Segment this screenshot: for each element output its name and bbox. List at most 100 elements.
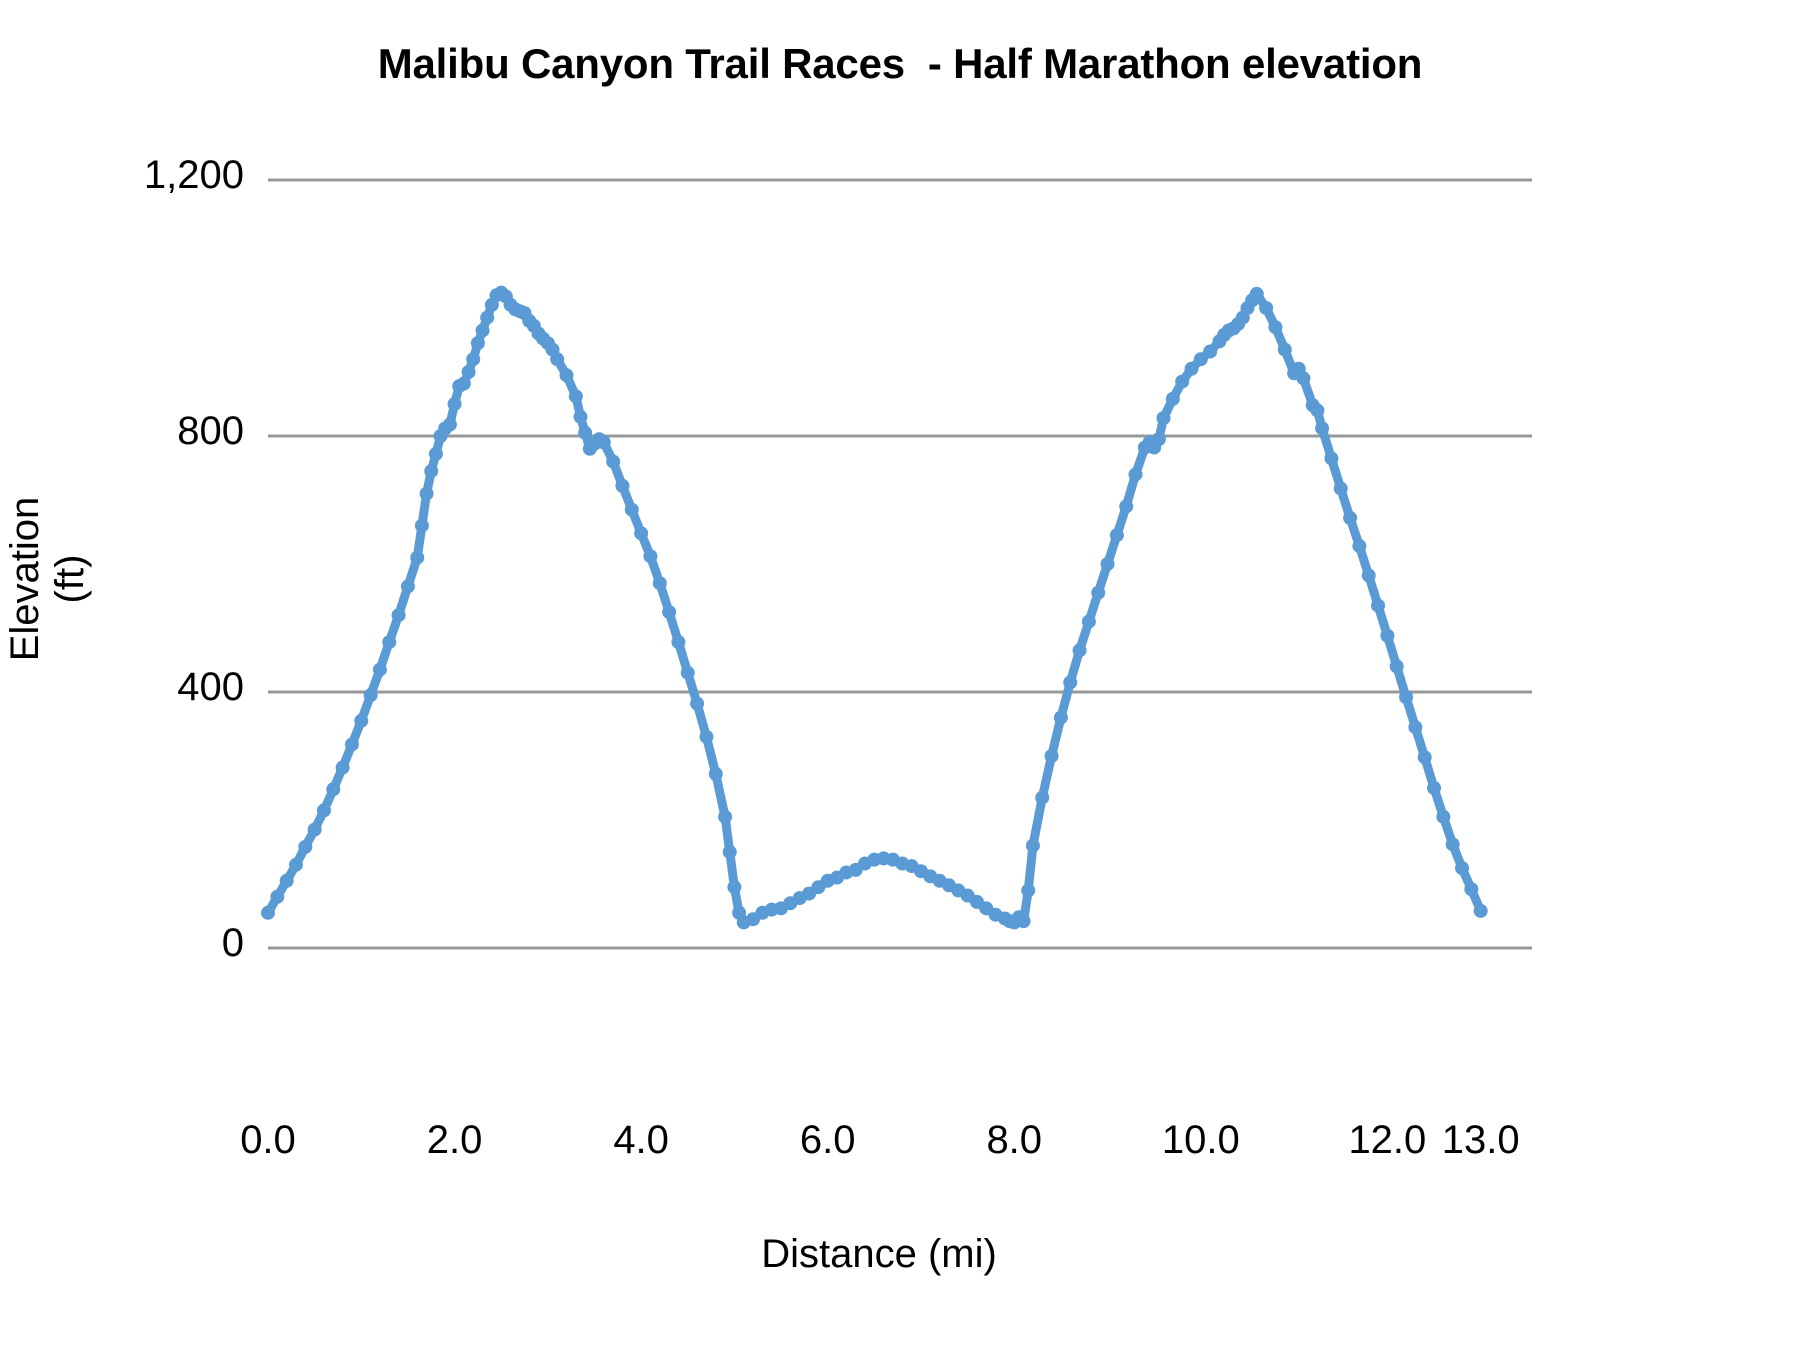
data-point-marker [1333, 481, 1348, 496]
data-point-marker [652, 576, 667, 591]
data-point-marker [1091, 585, 1106, 600]
data-point-marker [475, 323, 490, 338]
data-point-marker [671, 635, 686, 650]
y-axis-tick-label: 1,200 [143, 153, 244, 197]
data-point-marker [354, 713, 369, 728]
data-point-marker [470, 336, 485, 351]
series-group [261, 285, 1488, 930]
data-point-marker [1277, 342, 1292, 357]
data-point-marker [718, 809, 733, 824]
data-point-marker [363, 688, 378, 703]
data-point-marker [1151, 432, 1166, 447]
data-point-marker [428, 446, 443, 461]
data-point-marker [1165, 391, 1180, 406]
chart-title: Malibu Canyon Trail Races - Half Maratho… [377, 40, 1423, 87]
data-point-marker [1203, 344, 1218, 359]
y-axis-tick-label: 400 [177, 665, 244, 709]
data-point-marker [1389, 659, 1404, 674]
data-point-marker [447, 397, 462, 411]
data-point-marker [1175, 374, 1190, 389]
data-point-marker [690, 696, 705, 711]
data-point-marker [568, 389, 583, 404]
data-point-marker [442, 417, 457, 432]
data-point-marker [466, 352, 481, 367]
x-axis-tick-label: 10.0 [1161, 1118, 1240, 1162]
data-point-marker [424, 464, 439, 479]
data-point-marker [624, 502, 639, 517]
data-point-marker [1128, 467, 1143, 482]
data-point-marker [1249, 286, 1264, 301]
data-point-marker [326, 782, 341, 797]
data-point-marker [270, 889, 285, 904]
data-point-marker [1193, 352, 1208, 367]
data-point-marker [550, 352, 565, 367]
data-point-marker [410, 550, 425, 565]
data-point-marker [372, 662, 387, 677]
data-point-marker [1259, 301, 1274, 315]
data-point-marker [1072, 643, 1087, 658]
data-point-marker [480, 310, 495, 325]
data-point-marker [573, 409, 588, 424]
data-point-marker [615, 478, 630, 493]
data-point-marker [662, 605, 677, 619]
y-axis-title: Elevation (ft) [3, 496, 92, 662]
data-point-marker [1119, 499, 1134, 514]
data-point-marker [559, 368, 574, 383]
data-point-marker [382, 635, 397, 650]
data-point-marker [634, 526, 649, 541]
data-point-marker [288, 857, 303, 872]
data-point-marker [1100, 557, 1115, 571]
data-point-marker [1361, 568, 1376, 583]
data-point-marker [414, 518, 429, 533]
data-point-marker [606, 454, 621, 469]
data-point-marker [261, 905, 275, 920]
data-point-marker [1399, 690, 1414, 705]
data-point-marker [1053, 710, 1068, 725]
data-point-marker [1464, 882, 1479, 897]
series-line [263, 288, 1486, 927]
data-point-marker [1408, 720, 1423, 735]
data-point-marker [708, 766, 723, 781]
x-axis-tick-label: 12.0 [1348, 1118, 1427, 1162]
data-point-marker [316, 803, 331, 818]
data-point-marker [1035, 790, 1050, 805]
data-point-marker [461, 365, 476, 379]
data-point-marker [727, 880, 742, 895]
data-point-marker [578, 425, 593, 440]
data-point-marker [298, 839, 313, 854]
y-axis-tick-label: 800 [177, 409, 244, 453]
data-point-marker [1021, 883, 1036, 898]
data-point-marker [1025, 838, 1040, 853]
data-point-marker [1044, 749, 1059, 763]
x-axis-tick-label: 4.0 [613, 1118, 669, 1162]
data-point-marker [1417, 750, 1432, 765]
x-axis-tick-label: 2.0 [426, 1118, 483, 1162]
data-point-marker [1296, 371, 1311, 386]
data-point-marker [1324, 451, 1339, 466]
y-axis-tick-label: 0 [221, 921, 244, 965]
data-point-marker [1473, 903, 1488, 918]
data-point-marker [1016, 914, 1031, 929]
data-point-marker [1063, 675, 1078, 690]
x-axis-tick-label: 8.0 [986, 1118, 1043, 1162]
data-point-marker [1445, 837, 1460, 852]
data-point-marker [1427, 781, 1442, 795]
gridlines-group [268, 178, 1532, 950]
data-point-marker [1268, 320, 1283, 335]
data-point-marker [307, 822, 322, 837]
data-point-marker [1310, 403, 1325, 418]
data-point-marker [1081, 614, 1096, 629]
data-point-marker [643, 549, 658, 564]
x-axis-title: Distance (mi) [761, 1232, 997, 1276]
data-point-marker [596, 435, 611, 450]
data-point-marker [1436, 809, 1451, 824]
data-point-marker [279, 873, 294, 888]
data-point-marker [456, 376, 471, 391]
data-point-marker [1109, 528, 1124, 543]
data-point-marker [1380, 628, 1395, 643]
data-point-marker [419, 486, 434, 501]
data-point-marker [699, 729, 714, 744]
data-point-marker [1315, 421, 1330, 436]
